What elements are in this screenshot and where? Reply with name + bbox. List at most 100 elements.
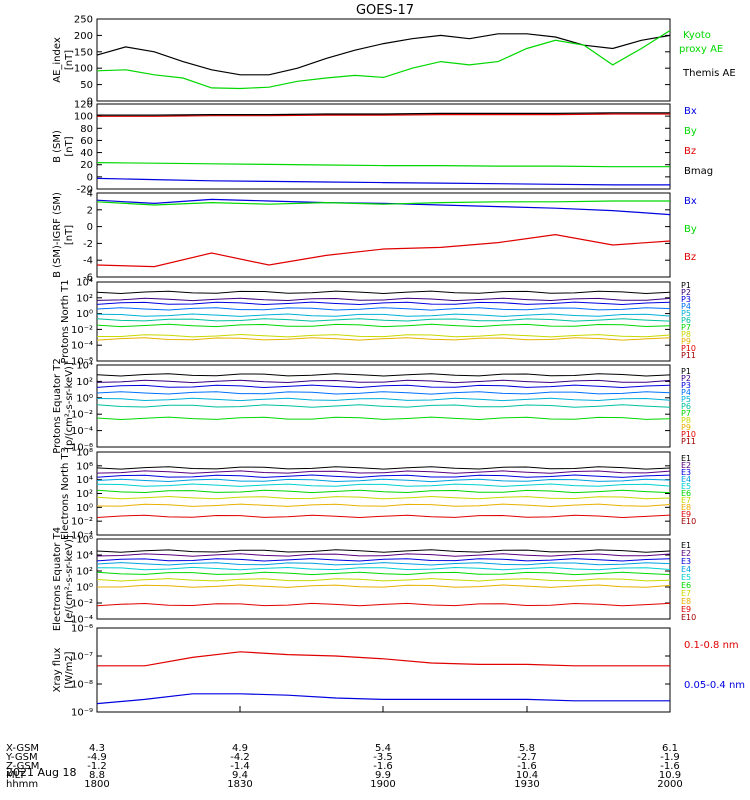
channel-line-e1 [96,466,671,470]
series-line-bz [97,113,670,117]
channel-line-p1 [96,290,671,295]
channel-line-p3 [96,384,671,389]
ylabel-units: [p/(cm²-s-sr-keV)] [64,362,75,450]
legend-entry: By [684,126,697,137]
ytick-label: 10⁴ [76,551,93,562]
legend-entry: Bz [684,146,696,157]
channel-line-p4 [96,391,671,395]
ytick-label: 20 [80,160,93,171]
channel-line-p9 [96,337,671,341]
legend-entry: E5 [681,573,691,582]
legend-entry: P9 [681,423,691,432]
ytick-label: 10⁶ [76,535,93,546]
ytick-label: 0 [87,97,93,108]
legend-entry: E9 [681,605,691,614]
xaxis-value: 9.4 [232,770,248,781]
ytick-label: 10⁻⁹ [71,708,93,719]
legend-entry: P4 [681,302,691,311]
panel-frame [96,538,671,620]
xaxis-row-label: X-GSM [6,743,39,754]
ytick-label: 50 [80,80,93,91]
legend-entry: P8 [681,330,691,339]
channel-line-e8 [96,503,671,508]
ytick-label: 40 [80,148,93,159]
xaxis-value: -1.6 [517,761,537,772]
ylabel: Protons North T1 [60,279,71,363]
panel-frame [96,281,671,362]
legend-entry: P10 [681,344,696,353]
channel-line-e1 [96,549,671,553]
legend-entry: P7 [681,409,691,418]
xaxis-value: 1800 [84,779,109,790]
channel-line-p2 [96,379,671,384]
channel-line-e5 [96,566,671,571]
legend-entry: Kyoto [683,30,711,41]
ytick-label: 100 [74,64,93,75]
legend-entry: Bz [684,252,696,263]
panel-frame [96,18,671,102]
ytick-label: 10⁻⁴ [71,426,93,437]
legend-entry: P5 [681,309,691,318]
ytick-label: 120 [74,100,93,111]
ylabel-units: [nT] [64,225,75,245]
channel-line-p5 [96,397,671,402]
xaxis-value: -4.9 [87,752,107,763]
legend-entry: Bmag [684,166,713,177]
panel-7: 10⁶ 10⁴ 10² 10⁰ 10⁻² 10⁻⁴ Electrons Equator T4… [52,527,696,631]
ytick-label: 10⁻⁴ [71,531,93,542]
legend-entry: E2 [681,549,691,558]
channel-line-e4 [96,562,671,566]
legend-entry: E10 [681,613,696,622]
channel-line-e9 [96,514,671,519]
legend-entry: 0.05-0.4 nm [684,680,745,691]
series-line-kyoto-proxy-ae [96,29,671,90]
ytick-label: 10² [76,567,93,578]
legend-entry: P4 [681,388,691,397]
ytick-label: 2 [87,205,93,216]
xaxis-value: -1.9 [660,752,680,763]
legend-entry: E7 [681,496,691,505]
channel-line-e2 [96,470,671,474]
legend-entry: P2 [681,374,691,383]
series-line-0-1-0-8-nm [97,651,670,667]
legend-entry: Themis AE [682,68,736,79]
ytick-label: 10⁻⁶ [71,357,93,368]
channel-line-p1 [96,373,671,377]
xaxis-value: 1830 [227,779,252,790]
legend-entry: E2 [681,461,691,470]
legend-entry: E6 [681,489,691,498]
xaxis-value: 1900 [370,779,395,790]
legend-entry: E1 [681,454,691,463]
ytick-label: 200 [74,31,93,42]
xaxis-value: 4.3 [89,743,105,754]
panel-frame [96,364,671,448]
legend-entry: P5 [681,395,691,404]
channel-line-e6 [96,571,671,576]
ytick-label: 150 [74,47,93,58]
ylabel-units: [nT] [64,50,75,70]
xaxis-row-label: MLT [6,770,26,781]
channel-line-p7 [96,323,671,328]
ytick-label: 10⁰ [76,393,93,404]
xaxis-value: 1930 [514,779,539,790]
ytick-label: 10⁴ [76,361,93,372]
legend-entry: P2 [681,288,691,297]
ytick-label: 100 [74,112,93,123]
series-line-bx [96,177,670,186]
legend-entry: P3 [681,295,691,304]
ytick-label: 10² [76,293,93,304]
ytick-label: 10⁴ [76,475,93,486]
ytick-label: 80 [80,124,93,135]
channel-line-e2 [96,553,671,557]
series-line-themis-ae [96,33,671,76]
legend-entry: E5 [681,482,691,491]
legend-entry: Bx [684,196,697,207]
series-line-bz [96,233,671,268]
legend-entry: P7 [681,323,691,332]
ylabel: B (SM)-IGRF (SM) [52,192,63,278]
